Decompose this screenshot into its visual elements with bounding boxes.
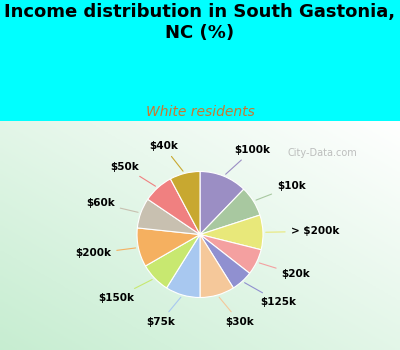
Text: $20k: $20k xyxy=(259,263,310,279)
Wedge shape xyxy=(146,234,200,288)
Text: $60k: $60k xyxy=(86,198,138,212)
Wedge shape xyxy=(200,189,260,235)
Text: $100k: $100k xyxy=(226,145,270,174)
Text: $125k: $125k xyxy=(244,283,297,307)
Wedge shape xyxy=(170,172,200,234)
Text: $30k: $30k xyxy=(219,297,254,327)
Text: $40k: $40k xyxy=(149,141,183,171)
Text: Income distribution in South Gastonia,
NC (%): Income distribution in South Gastonia, N… xyxy=(4,4,396,42)
Text: $50k: $50k xyxy=(110,162,156,186)
Wedge shape xyxy=(200,234,261,273)
Text: $10k: $10k xyxy=(256,181,306,200)
Wedge shape xyxy=(200,172,244,234)
Wedge shape xyxy=(137,199,200,234)
Wedge shape xyxy=(200,234,233,298)
Wedge shape xyxy=(167,234,200,298)
Wedge shape xyxy=(200,234,250,288)
Text: $150k: $150k xyxy=(99,280,152,302)
Wedge shape xyxy=(148,179,200,234)
Text: White residents: White residents xyxy=(146,105,254,119)
Text: $75k: $75k xyxy=(146,297,181,327)
Wedge shape xyxy=(200,215,263,250)
Text: > $200k: > $200k xyxy=(266,226,339,236)
Wedge shape xyxy=(137,228,200,266)
Text: City-Data.com: City-Data.com xyxy=(288,148,358,158)
Text: $200k: $200k xyxy=(75,248,136,258)
